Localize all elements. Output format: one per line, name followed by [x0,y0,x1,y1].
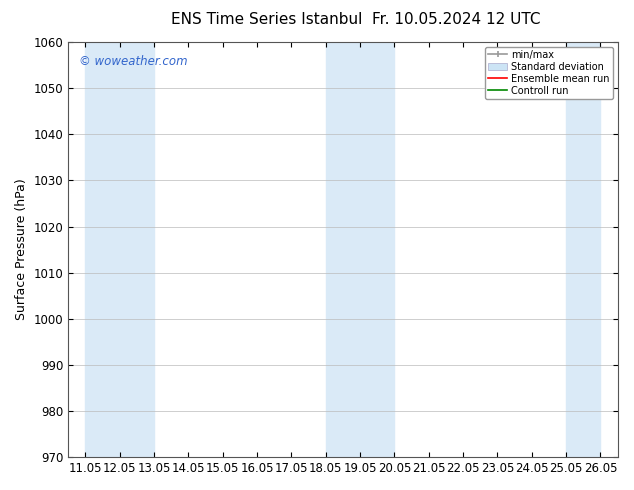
Y-axis label: Surface Pressure (hPa): Surface Pressure (hPa) [15,179,28,320]
Bar [326,42,394,457]
Legend: min/max, Standard deviation, Ensemble mean run, Controll run: min/max, Standard deviation, Ensemble me… [485,47,612,98]
Bar [566,42,600,457]
Text: © woweather.com: © woweather.com [79,54,188,68]
Text: Fr. 10.05.2024 12 UTC: Fr. 10.05.2024 12 UTC [372,12,541,27]
Bar [86,42,154,457]
Text: ENS Time Series Istanbul: ENS Time Series Istanbul [171,12,362,27]
